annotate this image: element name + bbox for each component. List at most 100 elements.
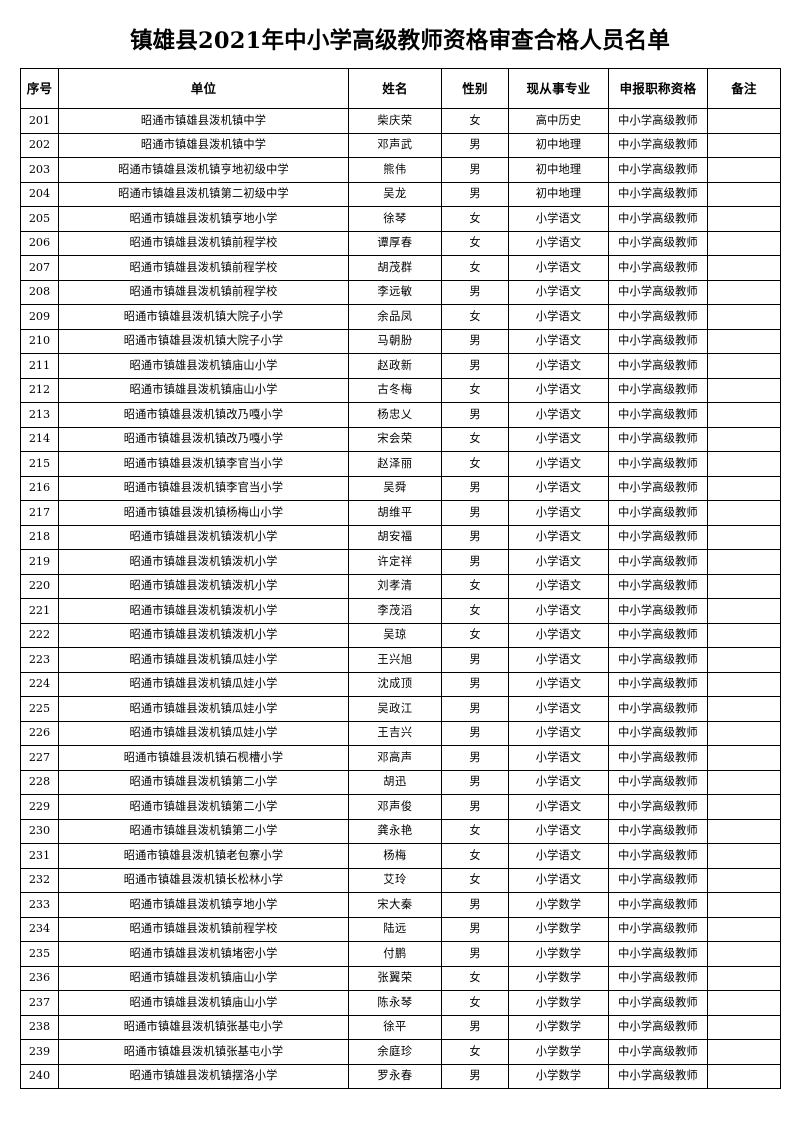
table-cell-name: 胡迅: [348, 769, 442, 795]
table-row: 208 昭通市镇雄县泼机镇前程学校 李远敏男小学语文 中小学高级教师: [20, 279, 781, 305]
table-cell-name: 邓声俊: [348, 794, 442, 820]
table-cell-major: 小学语文: [508, 867, 609, 893]
table-row: 210 昭通市镇雄县泼机镇大院子小学 马朝朌男小学语文 中小学高级教师: [20, 328, 781, 354]
table-cell-seq: 205: [20, 206, 59, 232]
table-cell-unit: 昭通市镇雄县泼机镇李官当小学: [58, 475, 349, 501]
table-cell-unit: 昭通市镇雄县泼机镇亨地小学: [58, 892, 349, 918]
table-cell-title: 中小学高级教师: [608, 451, 708, 477]
table-row: 209 昭通市镇雄县泼机镇大院子小学 余品凤女小学语文 中小学高级教师: [20, 304, 781, 330]
table-cell-seq: 220: [20, 573, 59, 599]
table-cell-unit: 昭通市镇雄县泼机镇第二小学: [58, 818, 349, 844]
table-row: 230 昭通市镇雄县泼机镇第二小学 龚永艳女小学语文 中小学高级教师: [20, 818, 781, 844]
table-cell-title: 中小学高级教师: [608, 843, 708, 869]
table-cell-seq: 204: [20, 181, 59, 207]
table-cell-note: [707, 818, 781, 844]
table-row: 220 昭通市镇雄县泼机镇泼机小学 刘孝清女小学语文 中小学高级教师: [20, 573, 781, 599]
table-cell-title: 中小学高级教师: [608, 720, 708, 746]
table-cell-major: 小学语文: [508, 451, 609, 477]
table-cell-unit: 昭通市镇雄县泼机镇亨地小学: [58, 206, 349, 232]
table-cell-unit: 昭通市镇雄县泼机镇李官当小学: [58, 451, 349, 477]
table-cell-major: 小学语文: [508, 818, 609, 844]
table-cell-name: 艾玲: [348, 867, 442, 893]
table-cell-note: [707, 965, 781, 991]
table-cell-title: 中小学高级教师: [608, 867, 708, 893]
table-cell-note: [707, 255, 781, 281]
table-cell-sex: 女: [441, 426, 509, 452]
table-cell-sex: 男: [441, 1063, 509, 1089]
table-cell-note: [707, 524, 781, 550]
table-cell-seq: 214: [20, 426, 59, 452]
table-cell-name: 陈永琴: [348, 990, 442, 1016]
table-cell-unit: 昭通市镇雄县泼机镇亨地初级中学: [58, 157, 349, 183]
table-row: 235 昭通市镇雄县泼机镇堵密小学 付鹏男小学数学 中小学高级教师: [20, 941, 781, 967]
table-header: 序号 单位 姓名 性别 现从事专业 申报职称资格 备注: [20, 68, 781, 109]
table-cell-unit: 昭通市镇雄县泼机镇泼机小学: [58, 598, 349, 624]
page-title: 镇雄县2021年中小学高级教师资格审查合格人员名单: [129, 28, 671, 54]
table-cell-major: 小学语文: [508, 328, 609, 354]
table-cell-sex: 男: [441, 328, 509, 354]
table-cell-title: 中小学高级教师: [608, 769, 708, 795]
table-cell-title: 中小学高级教师: [608, 524, 708, 550]
table-cell-note: [707, 157, 781, 183]
table-cell-seq: 211: [20, 353, 59, 379]
table-cell-major: 小学语文: [508, 843, 609, 869]
table-row: 225 昭通市镇雄县泼机镇瓜娃小学 吴政江男小学语文 中小学高级教师: [20, 696, 781, 722]
table-cell-title: 中小学高级教师: [608, 475, 708, 501]
table-cell-major: 小学语文: [508, 206, 609, 232]
table-cell-unit: 昭通市镇雄县泼机镇改乃嘎小学: [58, 426, 349, 452]
table-cell-seq: 202: [20, 132, 59, 158]
table-cell-name: 沈成顶: [348, 671, 442, 697]
table-cell-seq: 231: [20, 843, 59, 869]
table-cell-note: [707, 916, 781, 942]
table-row: 226 昭通市镇雄县泼机镇瓜娃小学 王吉兴男小学语文 中小学高级教师: [20, 720, 781, 746]
table-cell-sex: 男: [441, 720, 509, 746]
table-cell-major: 小学语文: [508, 377, 609, 403]
table-cell-seq: 224: [20, 671, 59, 697]
table-cell-name: 胡安福: [348, 524, 442, 550]
table-cell-seq: 237: [20, 990, 59, 1016]
table-cell-unit: 昭通市镇雄县泼机镇瓜娃小学: [58, 671, 349, 697]
table-cell-title: 中小学高级教师: [608, 157, 708, 183]
table-cell-major: 小学数学: [508, 1014, 609, 1040]
table-cell-sex: 男: [441, 549, 509, 575]
table-cell-major: 小学语文: [508, 671, 609, 697]
table-cell-name: 宋会荣: [348, 426, 442, 452]
table-header-row: 序号 单位 姓名 性别 现从事专业 申报职称资格 备注: [20, 68, 781, 109]
table-cell-note: [707, 720, 781, 746]
table-cell-title: 中小学高级教师: [608, 622, 708, 648]
table-cell-title: 中小学高级教师: [608, 1063, 708, 1089]
table-cell-note: [707, 426, 781, 452]
table-cell-sex: 男: [441, 769, 509, 795]
table-row: 201 昭通市镇雄县泼机镇中学 柴庆荣女高中历史 中小学高级教师: [20, 108, 781, 134]
table-cell-major: 小学数学: [508, 965, 609, 991]
table-cell-title: 中小学高级教师: [608, 573, 708, 599]
table-cell-sex: 男: [441, 157, 509, 183]
table-cell-seq: 239: [20, 1039, 59, 1065]
table-row: 237 昭通市镇雄县泼机镇庙山小学 陈永琴女小学数学 中小学高级教师: [20, 990, 781, 1016]
table-cell-seq: 233: [20, 892, 59, 918]
table-cell-title: 中小学高级教师: [608, 671, 708, 697]
table-cell-name: 杨梅: [348, 843, 442, 869]
table-cell-name: 柴庆荣: [348, 108, 442, 134]
table-cell-note: [707, 549, 781, 575]
table-cell-unit: 昭通市镇雄县泼机镇泼机小学: [58, 549, 349, 575]
table-cell-sex: 男: [441, 279, 509, 305]
table-cell-note: [707, 941, 781, 967]
table-cell-seq: 228: [20, 769, 59, 795]
table-row: 218 昭通市镇雄县泼机镇泼机小学 胡安福男小学语文 中小学高级教师: [20, 524, 781, 550]
table-cell-unit: 昭通市镇雄县泼机镇张基屯小学: [58, 1014, 349, 1040]
table-cell-unit: 昭通市镇雄县泼机镇前程学校: [58, 916, 349, 942]
table-cell-sex: 男: [441, 132, 509, 158]
table-cell-major: 小学语文: [508, 524, 609, 550]
table-cell-unit: 昭通市镇雄县泼机镇第二小学: [58, 794, 349, 820]
table-cell-seq: 203: [20, 157, 59, 183]
table-cell-name: 吴龙: [348, 181, 442, 207]
table-cell-title: 中小学高级教师: [608, 230, 708, 256]
table-cell-unit: 昭通市镇雄县泼机镇张基屯小学: [58, 1039, 349, 1065]
table-cell-sex: 女: [441, 867, 509, 893]
table-cell-name: 杨忠乂: [348, 402, 442, 428]
table-cell-title: 中小学高级教师: [608, 426, 708, 452]
table-cell-seq: 218: [20, 524, 59, 550]
table-cell-name: 谭厚春: [348, 230, 442, 256]
